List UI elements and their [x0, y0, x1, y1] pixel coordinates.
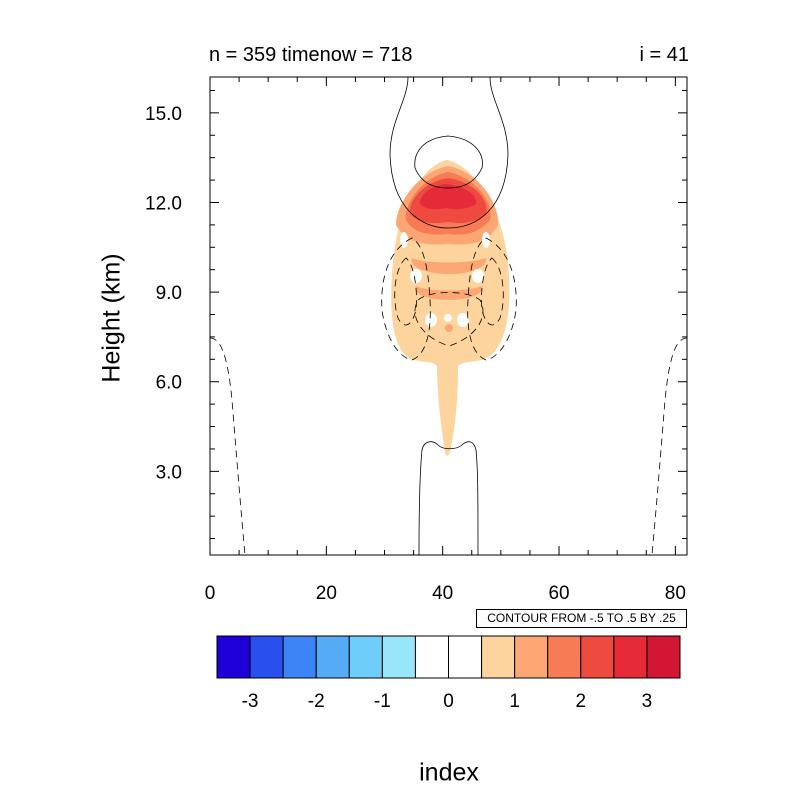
plot-frame [209, 76, 688, 556]
field-hole [472, 269, 484, 283]
axes [209, 77, 687, 555]
x-tick-label: 0 [205, 583, 216, 604]
contour-negative-lower-left-edge [210, 337, 246, 555]
contour-negative-left-outer [381, 237, 431, 361]
contour-negative-lower-right-edge [651, 337, 687, 555]
field-hole [425, 313, 437, 327]
field-hole [410, 269, 422, 283]
x-tick-label: 20 [316, 583, 337, 604]
field-hole [482, 232, 490, 248]
y-tick-label: 3.0 [156, 462, 182, 483]
colorbar-label: 3 [642, 691, 653, 712]
colorbar-label: -1 [374, 691, 391, 712]
field-holes [400, 232, 490, 327]
plot-title-right: i = 41 [639, 44, 689, 66]
colorbar-swatch [414, 635, 449, 679]
y-tick-label: 15.0 [145, 104, 182, 125]
field-hole [444, 314, 452, 322]
colorbar-swatch [282, 635, 317, 679]
colorbar-swatch [613, 635, 648, 679]
x-tick-label: 40 [432, 583, 453, 604]
contour-negative-left-inner [394, 257, 417, 326]
field-level-2-band [411, 258, 487, 274]
colorbar-swatch [547, 635, 582, 679]
colorbar-swatch [481, 635, 516, 679]
colorbar-label: 2 [575, 691, 586, 712]
colorbar-swatch [448, 635, 483, 679]
plot-title-left: n = 359 timenow = 718 [209, 44, 413, 66]
contour-positive-upper-inner [414, 135, 483, 189]
field-level-5-core [420, 184, 477, 210]
field-small-spot [445, 324, 453, 332]
y-tick-label: 9.0 [156, 283, 182, 304]
y-tick-label: 12.0 [145, 193, 182, 214]
y-tick-label: 6.0 [156, 373, 182, 394]
field-hole [400, 232, 408, 248]
colorbar-swatch [315, 635, 350, 679]
colorbar-label: 0 [443, 691, 454, 712]
colorbar-swatch [646, 635, 681, 679]
contour-positive-lower [418, 441, 479, 555]
contour-info-label: CONTOUR FROM -.5 TO .5 BY .25 [476, 609, 687, 628]
contour-lines [210, 77, 687, 555]
contour-negative-right-inner [481, 257, 504, 326]
colorbar-swatch [514, 635, 549, 679]
x-tick-label: 60 [548, 583, 569, 604]
colorbar-swatch [580, 635, 615, 679]
field-level-2-band [415, 286, 483, 300]
axis-tick-labels: 0 20 40 60 80 3.0 6.0 9.0 12.0 15.0 [145, 104, 686, 604]
shaded-field [391, 160, 510, 456]
colorbar-label: -3 [242, 691, 259, 712]
colorbar-swatch [381, 635, 416, 679]
colorbar-swatch [348, 635, 383, 679]
contour-positive-upper-outer [389, 77, 509, 229]
colorbar: -3 -2 -1 0 1 2 3 [216, 635, 681, 712]
field-hole [457, 313, 469, 327]
contour-negative-right-outer [467, 237, 517, 361]
colorbar-swatch [216, 635, 251, 679]
colorbar-label: -2 [308, 691, 325, 712]
x-tick-label: 80 [665, 583, 686, 604]
colorbar-label: 1 [509, 691, 520, 712]
x-axis-label: index [419, 758, 479, 787]
colorbar-swatch [249, 635, 284, 679]
